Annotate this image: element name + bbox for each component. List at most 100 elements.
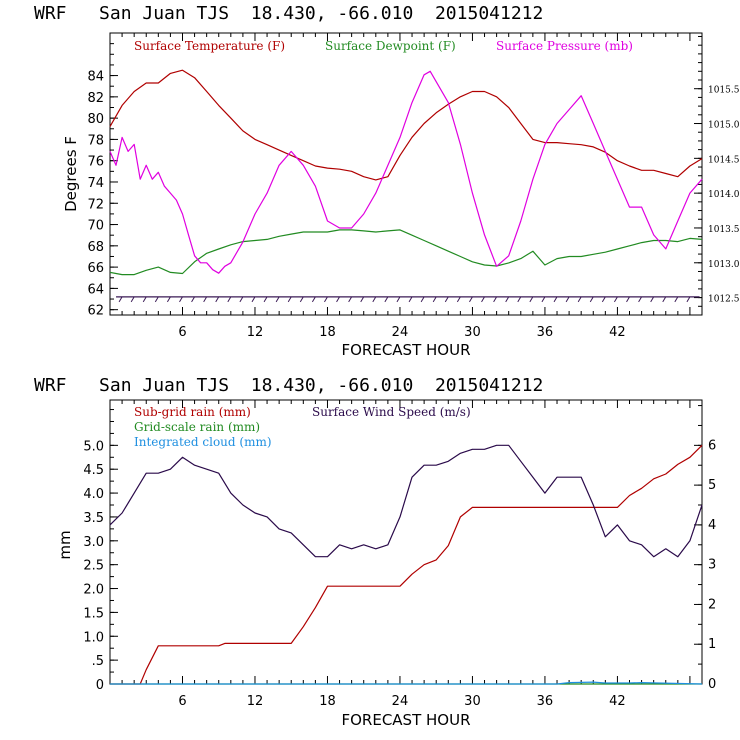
y2-tick-label: 2 [708, 597, 716, 612]
x-tick-label: 18 [319, 325, 336, 340]
wind-barb [142, 296, 147, 303]
y2-tick-label: 0 [708, 677, 716, 692]
wind-barb [154, 296, 159, 303]
wind-barb [650, 296, 655, 303]
wind-barb [239, 296, 244, 303]
legend-wind-speed: Surface Wind Speed (m/s) [312, 405, 471, 419]
y2-tick-label: 1014.5 [708, 155, 740, 165]
x-tick-label: 42 [609, 325, 626, 340]
wind-barb [674, 296, 679, 303]
x-tick-label: 12 [247, 694, 264, 709]
top-x-axis-label: FORECAST HOUR [341, 341, 470, 359]
y2-tick-label: 1 [708, 637, 716, 652]
x-tick-label: 42 [609, 694, 626, 709]
y-tick-label: 4.0 [83, 487, 104, 502]
wind-barb [408, 296, 413, 303]
y-tick-label: 0 [96, 678, 104, 693]
wind-barb [215, 296, 220, 303]
bottom-y-ticks: 0 .5 1.0 1.5 2.0 2.5 3.0 3.5 4.0 4.5 5.0 [83, 409, 118, 693]
y2-tick-label: 1013.0 [708, 260, 740, 270]
wind-barb [529, 296, 534, 303]
wind-barb [662, 296, 667, 303]
x-tick-label: 18 [319, 694, 336, 709]
x-tick-label: 36 [537, 694, 554, 709]
y-tick-label: 68 [87, 240, 104, 255]
y-tick-label: 70 [87, 219, 104, 234]
x-tick-label: 6 [178, 694, 186, 709]
wind-barb [311, 296, 316, 303]
y2-tick-label: 1015.5 [708, 86, 740, 96]
series-line-4 [109, 444, 703, 558]
y-tick-label: 84 [87, 70, 104, 85]
top-y-axis-label: Degrees F [62, 136, 80, 212]
y2-tick-label: 1013.5 [708, 225, 740, 235]
y-tick-label: 78 [87, 133, 104, 148]
wind-barb [456, 296, 461, 303]
precip-panel: WRF San Juan TJS 18.430, -66.010 2015041… [34, 375, 716, 729]
y-tick-label: 1.5 [83, 606, 104, 621]
x-tick-label: 6 [178, 325, 186, 340]
y-tick-label: .5 [92, 654, 104, 669]
wind-barb [299, 296, 304, 303]
y2-tick-label: 4 [708, 518, 716, 533]
wind-barb [601, 296, 606, 303]
wind-barb [553, 296, 558, 303]
bottom-chart-title: WRF San Juan TJS 18.430, -66.010 2015041… [34, 375, 543, 396]
wind-barb [348, 296, 353, 303]
wind-barb [686, 296, 691, 303]
legend-gridscale-rain: Grid-scale rain (mm) [134, 420, 260, 434]
series-line-3 [109, 70, 703, 274]
y2-tick-label: 3 [708, 558, 716, 573]
y-tick-label: 82 [87, 91, 104, 106]
wind-barb [227, 296, 232, 303]
x-tick-label: 36 [537, 325, 554, 340]
wind-barb [432, 296, 437, 303]
wind-barb [481, 296, 485, 303]
wind-barb [118, 296, 123, 303]
y2-tick-label: 6 [708, 438, 716, 453]
temperature-panel: WRF San Juan TJS 18.430, -66.010 2015041… [34, 3, 740, 359]
y-tick-label: 3.5 [83, 511, 104, 526]
wind-barb [251, 296, 256, 303]
y-tick-label: 1.0 [83, 630, 104, 645]
legend-pressure: Surface Pressure (mb) [496, 39, 633, 53]
legend-temperature: Surface Temperature (F) [134, 39, 285, 53]
wind-barb [360, 296, 365, 303]
wind-barb [577, 296, 582, 303]
x-tick-label: 24 [392, 694, 409, 709]
top-x-ticks: 6 12 18 24 30 36 42 [121, 33, 691, 340]
wind-barb [275, 296, 280, 303]
wind-barb [469, 296, 473, 303]
wind-barb [565, 296, 570, 303]
y-tick-label: 76 [87, 155, 104, 170]
legend-dewpoint: Surface Dewpoint (F) [325, 39, 456, 53]
top-y-ticks: 62 64 66 68 70 72 74 76 78 80 82 84 [87, 32, 118, 319]
wind-barb [505, 296, 510, 303]
wind-barb [191, 296, 196, 303]
y-tick-label: 74 [87, 176, 104, 191]
wind-barb [420, 296, 425, 303]
y-tick-label: 3.0 [83, 535, 104, 550]
y2-tick-label: 1012.5 [708, 295, 740, 305]
wind-barb-row [116, 296, 700, 303]
y-tick-label: 5.0 [83, 439, 104, 454]
wind-barb [541, 296, 546, 303]
top-series [109, 69, 703, 276]
y2-tick-label: 1014.0 [708, 190, 740, 200]
wind-barb [203, 296, 208, 303]
wind-barb [493, 296, 498, 303]
wind-barb [179, 296, 183, 303]
bottom-series [109, 444, 703, 685]
x-tick-label: 24 [392, 325, 409, 340]
wind-barb [396, 296, 401, 303]
y2-tick-label: 1015.0 [708, 121, 740, 131]
top-chart-title: WRF San Juan TJS 18.430, -66.010 2015041… [34, 3, 543, 24]
wind-barb [589, 296, 594, 303]
wind-barb [324, 296, 328, 303]
x-tick-label: 12 [247, 325, 264, 340]
y-tick-label: 80 [87, 112, 104, 127]
y2-tick-label: 5 [708, 478, 716, 493]
wind-barb [517, 296, 522, 303]
